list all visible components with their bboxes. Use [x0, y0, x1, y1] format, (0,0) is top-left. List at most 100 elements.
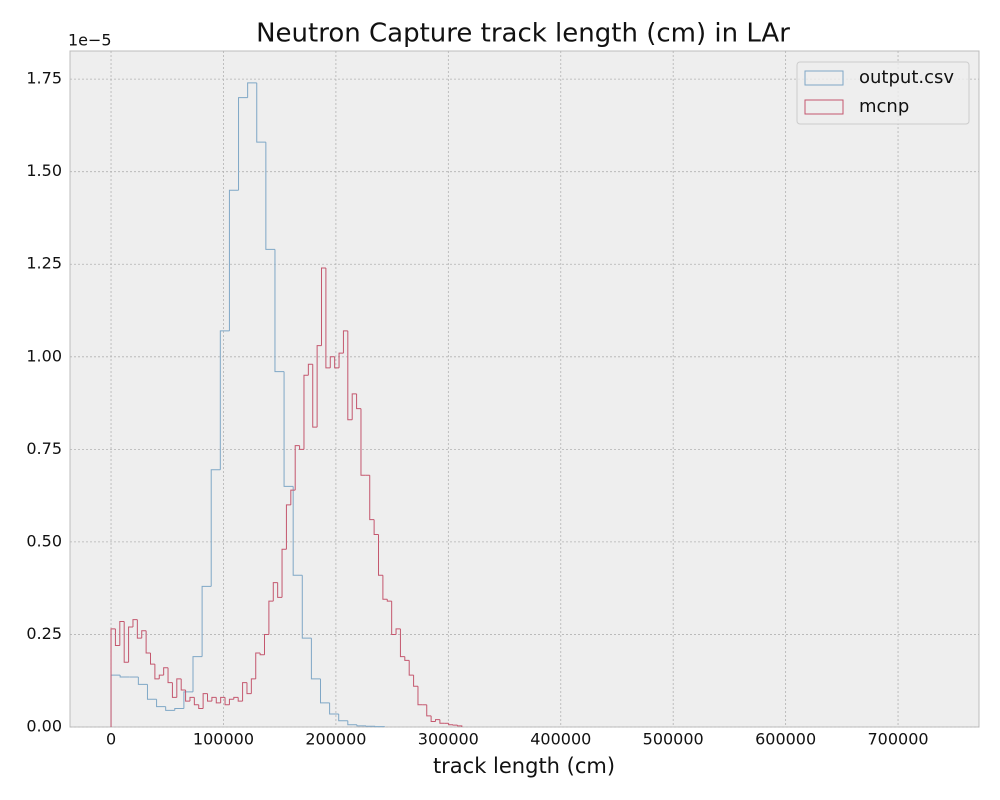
- histogram-bin: [342, 330, 348, 354]
- histogram-bin: [237, 697, 243, 702]
- histogram-bin: [141, 630, 147, 639]
- histogram-bin: [391, 601, 397, 635]
- histogram-bin: [338, 352, 344, 368]
- x-tick-label: 300000: [418, 730, 479, 749]
- x-tick-label: 200000: [305, 730, 366, 749]
- y-tick-label: 1.00: [26, 346, 62, 365]
- x-tick-label: 400000: [530, 730, 591, 749]
- histogram-bin: [404, 656, 410, 661]
- histogram-bin: [430, 715, 436, 722]
- histogram-bin: [369, 475, 375, 521]
- histogram-bin: [145, 630, 151, 654]
- marks: [110, 82, 463, 728]
- x-tick-label: 500000: [643, 730, 704, 749]
- histogram-bin: [456, 725, 463, 727]
- histogram-bin: [329, 356, 335, 368]
- histogram-bin: [417, 686, 423, 706]
- histogram-bin: [395, 628, 401, 635]
- histogram-bin: [290, 489, 296, 505]
- legend-box: [796, 61, 970, 125]
- histogram-bin: [264, 633, 269, 655]
- histogram-bin: [211, 696, 217, 702]
- legend-label: mcnp: [859, 96, 909, 117]
- histogram-bin: [233, 696, 239, 700]
- histogram-bin: [299, 445, 304, 450]
- histogram-bin: [224, 697, 230, 706]
- histogram-bin: [132, 619, 138, 628]
- x-tick-label: 0: [106, 730, 116, 749]
- histogram-bin: [256, 82, 266, 143]
- plot-area: [69, 50, 980, 728]
- y-tick-label: 1.50: [26, 161, 62, 180]
- histogram-bin: [272, 582, 278, 602]
- histogram-bin: [347, 720, 357, 726]
- histogram-bin: [246, 682, 252, 695]
- histogram-bin: [413, 675, 418, 687]
- histogram-bin: [439, 719, 445, 724]
- y-tick-label: 1.25: [26, 254, 62, 273]
- histogram-bin: [128, 626, 133, 663]
- histogram-bin: [448, 723, 454, 726]
- histogram-bin: [183, 691, 193, 709]
- histogram-bin: [171, 682, 177, 698]
- histogram-bin: [356, 724, 367, 727]
- histogram-bin: [426, 704, 432, 717]
- histogram-bin: [210, 469, 221, 587]
- legend-swatch: [804, 70, 844, 86]
- histogram-bin: [294, 445, 300, 491]
- histogram-bin: [202, 693, 208, 709]
- histogram-bin: [189, 696, 195, 702]
- histogram-bin: [228, 189, 239, 331]
- histogram-bin: [201, 585, 212, 657]
- histogram-bin: [110, 628, 116, 727]
- histogram-bin: [386, 599, 392, 602]
- histogram-bin: [347, 330, 353, 421]
- histogram-bin: [247, 82, 257, 98]
- histogram-bin: [219, 330, 230, 470]
- histogram-bin: [301, 575, 312, 639]
- y-tick-label: 0.75: [26, 439, 62, 458]
- histogram-bin: [185, 689, 190, 702]
- histogram-bin: [176, 678, 182, 698]
- histogram-bin: [114, 628, 120, 647]
- legend-label: output.csv: [859, 67, 954, 88]
- histogram-bin: [119, 675, 130, 678]
- histogram-bin: [285, 504, 291, 550]
- histogram-bin: [283, 371, 294, 487]
- histogram-bin: [378, 534, 383, 576]
- histogram-bin: [268, 600, 274, 635]
- legend-swatch: [804, 99, 844, 115]
- histogram-bin: [150, 652, 155, 665]
- histogram-bin: [163, 667, 169, 676]
- histogram-bin: [408, 660, 414, 676]
- histogram-bin: [220, 696, 226, 703]
- chart-title: Neutron Capture track length (cm) in LAr: [256, 19, 790, 49]
- histogram-bin: [192, 656, 203, 692]
- histogram-bin: [119, 620, 125, 646]
- histogram-bin: [238, 97, 248, 191]
- y-tick-label: 0.00: [26, 717, 62, 736]
- y-tick-label: 1.75: [26, 69, 62, 88]
- histogram-bin: [265, 142, 275, 250]
- histogram-bin: [319, 678, 330, 704]
- histogram-bin: [137, 677, 148, 685]
- histogram-bin: [310, 638, 321, 680]
- histogram-bin: [228, 698, 234, 705]
- histogram-bin: [165, 706, 175, 711]
- histogram-bin: [374, 726, 385, 728]
- histogram-bin: [174, 707, 184, 711]
- histogram-bin: [321, 267, 326, 346]
- histogram-bin: [274, 249, 285, 373]
- histogram-bin: [360, 408, 366, 476]
- histogram-bin: [382, 575, 388, 600]
- histogram-bin: [123, 621, 129, 663]
- histogram-bin: [373, 519, 379, 535]
- histogram-bin: [146, 684, 157, 700]
- histogram-bin: [325, 267, 331, 369]
- histogram-bin: [316, 345, 322, 428]
- histogram-bin: [312, 364, 318, 428]
- histogram-bin: [277, 582, 283, 598]
- y-tick-label: 0.50: [26, 531, 62, 550]
- histogram-bin: [250, 678, 256, 694]
- histogram-bin: [193, 697, 199, 706]
